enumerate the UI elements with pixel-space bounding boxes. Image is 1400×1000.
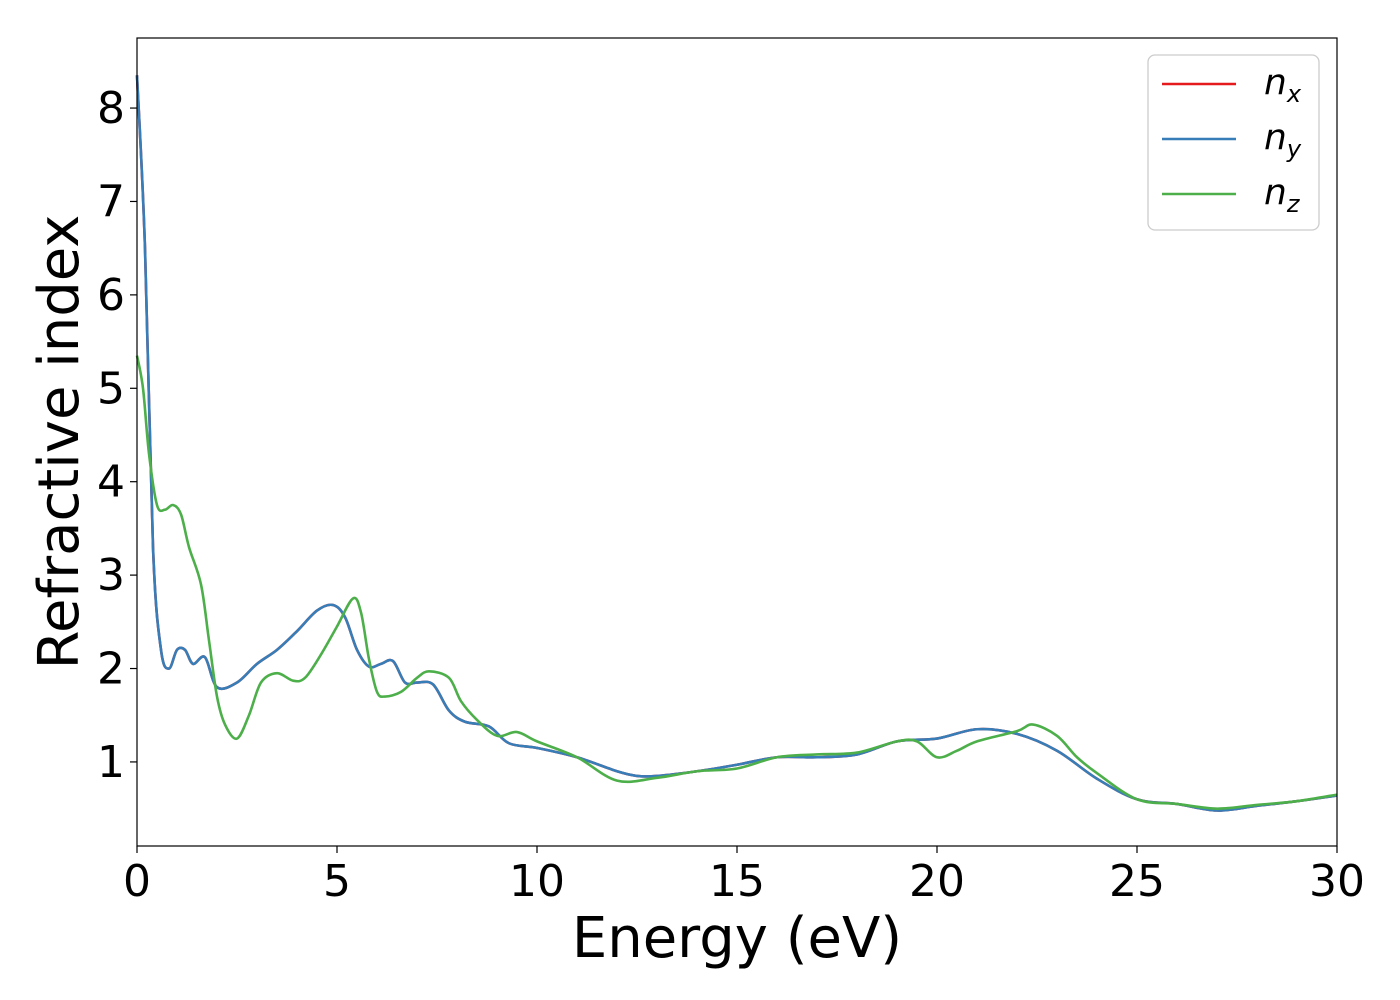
x-tick-label: 25 [1109, 856, 1165, 907]
legend-label-nz: nz [1264, 172, 1301, 218]
x-axis: 0 5 10 15 20 25 30 [123, 846, 1365, 907]
x-tick-label: 10 [509, 856, 565, 907]
legend-label-ny: ny [1264, 117, 1302, 163]
y-tick-label: 6 [97, 270, 125, 321]
series-line-ny [135, 75, 1338, 812]
x-tick-label: 30 [1309, 856, 1365, 907]
legend-box [1147, 54, 1320, 231]
y-tick-label: 2 [97, 644, 125, 695]
legend-label-nx: nx [1264, 62, 1302, 108]
y-tick-label: 3 [97, 550, 125, 601]
y-tick-label: 4 [97, 457, 125, 508]
x-tick-label: 15 [709, 856, 765, 907]
y-axis-label: Refractive index [27, 215, 92, 670]
series-line-nz [135, 355, 1338, 810]
legend: nx ny nz [1147, 54, 1320, 231]
x-tick-label: 0 [123, 856, 151, 907]
y-axis: 1 2 3 4 5 6 7 8 [97, 83, 137, 788]
y-tick-label: 5 [97, 363, 125, 414]
series-layer [135, 75, 1338, 812]
x-axis-label: Energy (eV) [572, 906, 902, 971]
plot-area [137, 38, 1337, 846]
x-tick-label: 20 [909, 856, 965, 907]
y-tick-label: 1 [97, 737, 125, 788]
y-tick-label: 7 [97, 176, 125, 227]
y-tick-label: 8 [97, 83, 125, 134]
x-tick-label: 5 [323, 856, 351, 907]
